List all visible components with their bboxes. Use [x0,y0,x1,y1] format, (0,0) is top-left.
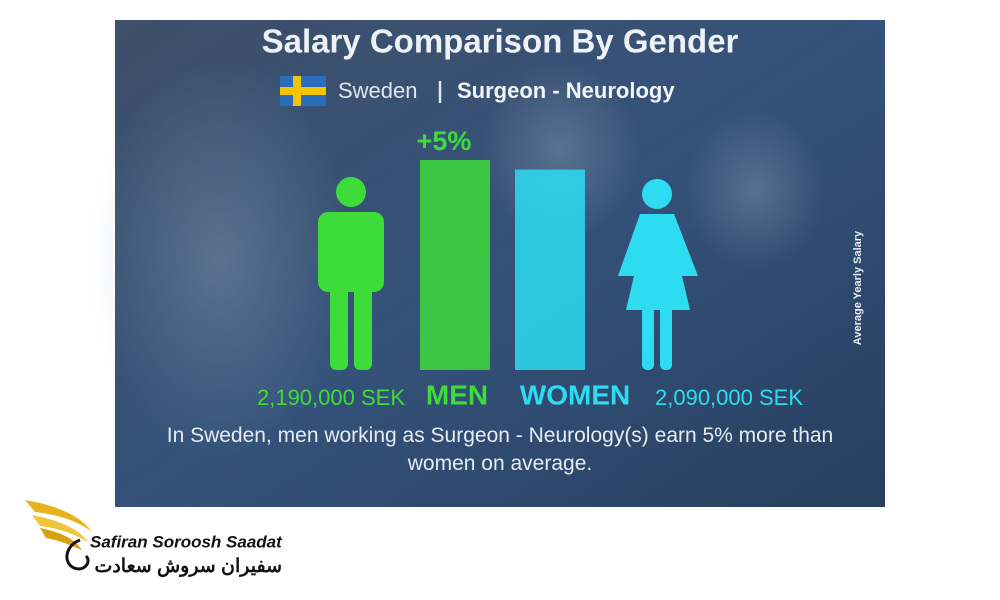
job-title: Surgeon - Neurology [457,78,675,103]
country: Sweden [338,78,418,103]
bar [515,169,585,370]
woman-icon [618,179,698,370]
flag [280,76,326,106]
category-label: MEN [426,379,488,410]
bar [420,160,490,370]
man-icon [318,177,384,370]
overlay [115,20,885,507]
backdrop-shape [685,110,825,270]
chart-title: Salary Comparison By Gender [262,23,739,60]
difference-label: +5% [417,126,472,156]
backdrop-shape [90,60,350,460]
value-label: 2,090,000 SEK [655,385,803,410]
description: In Sweden, men working as Surgeon - Neur… [166,424,834,475]
value-label: 2,190,000 SEK [257,385,405,410]
category-label: WOMEN [520,379,630,410]
y-axis-label: Average Yearly Salary [852,230,864,345]
